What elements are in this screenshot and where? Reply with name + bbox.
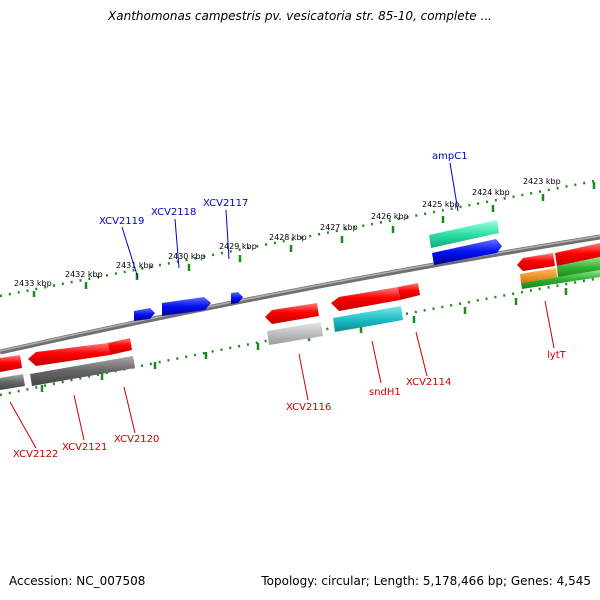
scale-tick-label: 2424 kbp [472,188,510,197]
gene-XCV2122-box[interactable] [0,374,25,390]
gene-lytT-orange-box[interactable] [520,268,557,283]
scale-tick-label: 2432 kbp [65,270,103,279]
genome-backbone [0,234,600,355]
scale-tick-label: 2433 kbp [14,279,52,288]
gene-ampC1-arrow[interactable] [432,239,502,265]
leader-XCV2116 [298,353,309,401]
gene-XCV2121-arrow[interactable] [28,343,110,366]
leader-XCV2119 [121,226,139,279]
gene-sndH1-box[interactable] [333,306,403,332]
scale-tick-label: 2431 kbp [116,261,154,270]
leader-XCV2121 [73,394,85,441]
gene-label-XCV2120[interactable]: XCV2120 [114,434,159,445]
gene-label-XCV2116[interactable]: XCV2116 [286,402,331,413]
scale-tick-label: 2429 kbp [219,242,257,251]
gene-lytT-green-box-lower[interactable] [521,270,600,289]
leader-XCV2122 [9,401,37,449]
gene-label-lytT[interactable]: lytT [547,350,567,361]
leader-XCV2120 [123,386,136,434]
leader-sndH1 [371,340,382,384]
gene-label-XCV2119[interactable]: XCV2119 [99,216,144,227]
gene-XCV2117-arrow[interactable] [231,292,243,304]
gene-sndH1-arrow[interactable] [331,287,400,311]
gene-lytT-arrow[interactable] [517,253,555,271]
gene-XCV2122-arrow[interactable] [0,355,22,372]
gene-ampC1-box[interactable] [429,220,499,248]
accession-label: Accession: NC_007508 [9,574,146,588]
scale-tick-label: 2428 kbp [269,233,307,242]
leader-lytT [544,300,555,349]
leader-XCV2118 [174,218,180,269]
gene-XCV2120-arrow[interactable] [108,338,132,355]
gene-label-XCV2118[interactable]: XCV2118 [151,207,196,218]
gene-lytT-green-box[interactable] [557,257,600,279]
scale-tick-label: 2425 kbp [422,200,460,209]
gene-red-arrow-right[interactable] [555,243,600,266]
gene-label-XCV2117[interactable]: XCV2117 [203,198,248,209]
gene-XCV2116-arrow[interactable] [265,303,319,324]
leader-XCV2114 [415,331,428,377]
topology-label: Topology: circular; Length: 5,178,466 bp… [261,574,591,588]
leader-ampC1 [449,162,459,212]
scale-tick-label: 2426 kbp [371,212,409,221]
gene-label-XCV2122[interactable]: XCV2122 [13,449,58,460]
gene-label-XCV2114[interactable]: XCV2114 [406,377,451,388]
gene-label-ampC1[interactable]: ampC1 [432,151,468,162]
leader-XCV2117 [225,209,230,260]
gene-XCV2119-arrow[interactable] [134,308,155,321]
map-title: Xanthomonas campestris pv. vesicatoria s… [108,9,492,23]
scale-tick-label: 2423 kbp [523,177,561,186]
scale-tick-label: 2430 kbp [168,252,206,261]
gene-XCV2114-arrow[interactable] [398,283,420,300]
gene-label-sndH1[interactable]: sndH1 [369,387,401,398]
scale-tick-label: 2427 kbp [320,223,358,232]
gene-XCV2118-arrow[interactable] [162,297,211,316]
gene-XCV2116-box[interactable] [267,322,323,345]
gene-label-XCV2121[interactable]: XCV2121 [62,442,107,453]
gene-XCV2121-box[interactable] [30,356,135,386]
